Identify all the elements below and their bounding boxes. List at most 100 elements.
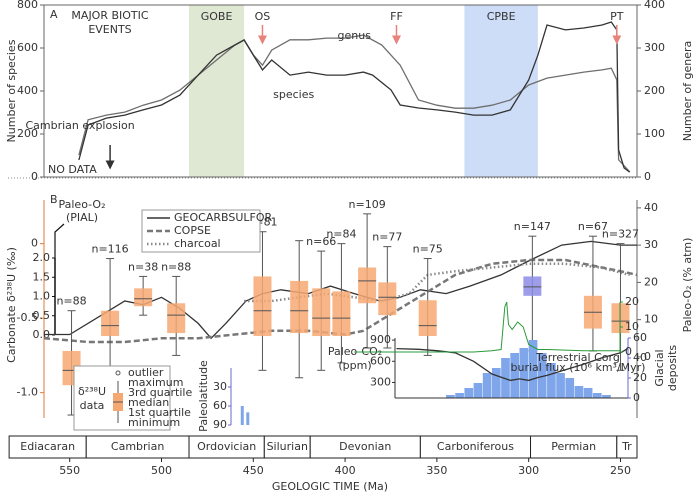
paleolat-label: Paleolatitude xyxy=(197,360,210,432)
box-legend-item: maximum xyxy=(128,376,183,389)
pial-arrow xyxy=(54,223,65,258)
glacial-bar xyxy=(482,373,492,398)
y-tick-label: 200 xyxy=(17,127,38,140)
y2-tick-label: 20 xyxy=(644,275,658,288)
period-cell xyxy=(616,435,638,459)
box-legend-item: minimum xyxy=(128,416,180,429)
box-count: n=38 xyxy=(128,260,158,273)
box-legend-title: δ²³⁸U xyxy=(78,385,106,398)
box-count: n=84 xyxy=(326,228,356,241)
y2-tick-label: 300 xyxy=(644,41,665,54)
period-label: Tr xyxy=(621,440,632,453)
box xyxy=(167,303,186,334)
box-legend-outlier xyxy=(115,370,121,376)
x-axis-title: GEOLOGIC TIME (Ma) xyxy=(272,480,388,493)
glacial-tick-label: 0 xyxy=(633,391,640,404)
period-label: Cambrian xyxy=(111,440,164,453)
paleolat-tick-label: 90 xyxy=(213,418,227,431)
y2-tick-label: 100 xyxy=(644,127,665,140)
series-line xyxy=(78,34,631,173)
pial-label: Paleo-O₂ xyxy=(59,198,106,211)
pial-label: (PIAL) xyxy=(66,211,98,224)
glacial-bar xyxy=(528,340,538,398)
corg-tick-label: 0 xyxy=(625,345,632,358)
event-label: OS xyxy=(255,10,271,23)
event-band xyxy=(464,5,538,177)
box xyxy=(332,291,351,337)
paleolat-tick-label: 60 xyxy=(213,399,227,412)
glacial-bar xyxy=(473,383,483,398)
box-count: n=75 xyxy=(413,243,443,256)
event-label: FF xyxy=(390,10,403,23)
pial-tick-label: 2.0 xyxy=(33,251,51,264)
corg-label: Terrestrial Corg xyxy=(535,351,620,364)
glacial-bar xyxy=(519,348,529,398)
series-label: species xyxy=(273,88,314,101)
panel-title: EVENTS xyxy=(88,23,131,36)
box-legend-item: median xyxy=(128,396,169,409)
period-label: Devonian xyxy=(339,440,391,453)
pial-tick-label: 0.5 xyxy=(33,309,51,322)
series-label: genus xyxy=(338,29,372,42)
y-tick-label: 800 xyxy=(17,0,38,11)
paleolat-bar xyxy=(246,412,250,425)
x-tick-label: 350 xyxy=(426,464,447,477)
legend-label: GEOCARBSULFOR xyxy=(174,211,272,224)
box-legend-item: 3rd quartile xyxy=(128,386,192,399)
y-tick-label: -0.5 xyxy=(17,311,38,324)
box-count: n=147 xyxy=(514,220,551,233)
box-legend-item: outlier xyxy=(128,366,164,379)
co2-tick-label: 300 xyxy=(370,375,391,388)
glacial-bar xyxy=(602,395,611,398)
y2-tick-label: 0 xyxy=(644,170,651,183)
box-count: n=88 xyxy=(161,260,191,273)
x-tick-label: 450 xyxy=(243,464,264,477)
event-band xyxy=(189,5,245,177)
y-axis-title: Carbonate δ²³⁸U (‰) xyxy=(5,247,18,363)
paleolat-tick-label: 30 xyxy=(213,380,227,393)
box-count: n=77 xyxy=(372,231,402,244)
glacial-tick-label: 60 xyxy=(633,331,647,344)
box xyxy=(523,276,542,296)
y-axis-title: Number of species xyxy=(5,39,18,142)
period-label: Carboniferous xyxy=(437,440,514,453)
event-label: GOBE xyxy=(201,10,233,23)
corg-label: burial flux (10⁶ km³/Myr) xyxy=(511,361,646,374)
glacial-bar xyxy=(574,386,584,398)
box-count: n=116 xyxy=(91,243,128,256)
period-label: Ordovician xyxy=(197,440,256,453)
period-label: Permian xyxy=(551,440,596,453)
box-count: n=109 xyxy=(349,198,386,211)
y2-tick-label: 0 xyxy=(644,350,651,363)
corg-tick-label: 20 xyxy=(625,295,639,308)
x-tick-label: 550 xyxy=(59,464,80,477)
glacial-bar xyxy=(556,373,565,398)
box-count: n=88 xyxy=(56,295,86,308)
panel-title: MAJOR BIOTIC xyxy=(71,9,148,22)
glacial-bar xyxy=(455,393,464,398)
glacial-tick-label: 40 xyxy=(633,351,647,364)
box xyxy=(290,280,309,334)
x-tick-label: 500 xyxy=(151,464,172,477)
glacial-bar xyxy=(547,363,556,398)
glacial-tick-label: 20 xyxy=(633,371,647,384)
x-tick-label: 300 xyxy=(518,464,539,477)
panel-label: A xyxy=(50,8,58,21)
y-tick-label: -1.0 xyxy=(17,386,38,399)
glacial-bar xyxy=(510,353,520,398)
glacial-bar xyxy=(537,353,547,398)
corg-line xyxy=(354,301,621,353)
box xyxy=(312,288,331,337)
box xyxy=(418,300,437,337)
box xyxy=(134,288,153,307)
y2-tick-label: 10 xyxy=(644,313,658,326)
box-legend-title: data xyxy=(80,399,105,412)
annotation: Cambrian explosion xyxy=(25,119,134,132)
y2-axis-title: Paleo-O₂ (% atm) xyxy=(681,238,694,333)
period-label: Ediacaran xyxy=(20,440,75,453)
pial-tick-label: 1.0 xyxy=(33,290,51,303)
co2-label: (ppm) xyxy=(338,359,371,372)
glacial-bar xyxy=(565,378,575,398)
glacial-bar xyxy=(592,393,602,398)
y2-tick-label: 30 xyxy=(644,238,658,251)
